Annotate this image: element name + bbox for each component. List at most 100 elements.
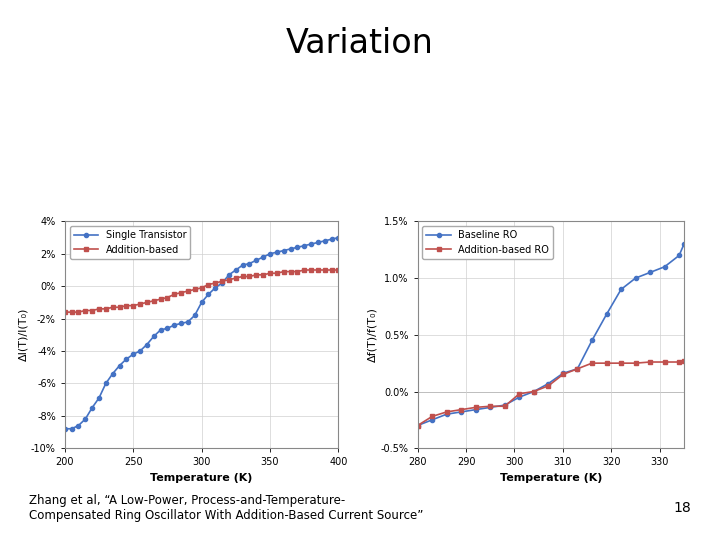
Baseline RO <box>588 337 596 344</box>
Addition-based <box>245 273 254 280</box>
Addition-based <box>211 280 220 286</box>
Single Transistor <box>293 244 302 251</box>
Addition-based RO <box>500 403 509 409</box>
Addition-based RO <box>660 359 669 365</box>
Single Transistor <box>150 333 158 340</box>
Addition-based <box>136 301 145 307</box>
Y-axis label: ΔI(T)/I(T₀): ΔI(T)/I(T₀) <box>18 308 28 361</box>
Addition-based RO <box>559 372 567 378</box>
Addition-based <box>170 291 179 298</box>
Addition-based <box>217 278 226 285</box>
Line: Single Transistor: Single Transistor <box>63 235 341 431</box>
Addition-based RO <box>680 357 688 364</box>
Addition-based RO <box>472 404 480 410</box>
Single Transistor <box>163 325 172 332</box>
Single Transistor <box>60 426 69 432</box>
Single Transistor <box>115 362 124 369</box>
Addition-based RO <box>529 388 538 395</box>
Addition-based <box>334 267 343 273</box>
Addition-based <box>327 267 336 273</box>
Text: Variation: Variation <box>286 27 434 60</box>
Addition-based <box>293 268 302 275</box>
X-axis label: Temperature (K): Temperature (K) <box>500 473 602 483</box>
Text: 18: 18 <box>673 501 691 515</box>
Single Transistor <box>177 320 186 327</box>
Single Transistor <box>68 426 76 432</box>
Addition-based <box>259 272 268 278</box>
Single Transistor <box>190 312 199 319</box>
Single Transistor <box>314 239 323 246</box>
Baseline RO <box>500 402 509 408</box>
Addition-based <box>163 294 172 301</box>
Baseline RO <box>602 311 611 318</box>
Addition-based <box>122 302 131 309</box>
Addition-based <box>177 289 186 296</box>
X-axis label: Temperature (K): Temperature (K) <box>150 473 253 483</box>
Baseline RO <box>472 407 480 413</box>
Baseline RO <box>646 269 654 275</box>
Single Transistor <box>129 351 138 357</box>
Addition-based RO <box>602 360 611 366</box>
Line: Baseline RO: Baseline RO <box>415 242 686 428</box>
Baseline RO <box>457 409 466 415</box>
Single Transistor <box>170 322 179 328</box>
Addition-based <box>88 307 96 314</box>
Addition-based RO <box>646 359 654 365</box>
Single Transistor <box>102 380 110 387</box>
Single Transistor <box>109 370 117 377</box>
Baseline RO <box>515 394 523 401</box>
Line: Addition-based: Addition-based <box>63 268 341 314</box>
Single Transistor <box>143 341 151 348</box>
Single Transistor <box>300 242 309 249</box>
Addition-based <box>204 281 213 288</box>
Addition-based RO <box>457 407 466 413</box>
Baseline RO <box>680 241 688 247</box>
Addition-based <box>129 302 138 309</box>
Baseline RO <box>442 411 451 417</box>
Addition-based <box>279 268 288 275</box>
Single Transistor <box>327 236 336 242</box>
Addition-based <box>314 267 323 273</box>
Addition-based <box>266 270 274 276</box>
Addition-based <box>252 272 261 278</box>
Baseline RO <box>413 422 422 429</box>
Single Transistor <box>252 257 261 264</box>
Addition-based <box>68 309 76 315</box>
Addition-based RO <box>413 422 422 429</box>
Single Transistor <box>156 327 165 333</box>
Addition-based <box>320 267 329 273</box>
Baseline RO <box>660 264 669 270</box>
Addition-based RO <box>515 390 523 397</box>
Single Transistor <box>197 299 206 306</box>
Text: Zhang et al, “A Low-Power, Process-and-Temperature-
Compensated Ring Oscillator : Zhang et al, “A Low-Power, Process-and-T… <box>29 494 423 522</box>
Legend: Baseline RO, Addition-based RO: Baseline RO, Addition-based RO <box>423 226 553 259</box>
Addition-based RO <box>442 409 451 415</box>
Addition-based RO <box>544 382 553 389</box>
Legend: Single Transistor, Addition-based: Single Transistor, Addition-based <box>70 226 190 259</box>
Addition-based <box>232 275 240 281</box>
Addition-based RO <box>675 359 683 365</box>
Addition-based <box>300 267 309 273</box>
Addition-based <box>190 286 199 293</box>
Addition-based RO <box>631 360 640 366</box>
Baseline RO <box>617 286 626 293</box>
Addition-based <box>238 273 247 280</box>
Single Transistor <box>184 319 192 325</box>
Addition-based <box>109 304 117 310</box>
Single Transistor <box>81 416 89 422</box>
Addition-based <box>60 309 69 315</box>
Baseline RO <box>428 417 436 423</box>
Addition-based <box>197 285 206 291</box>
Baseline RO <box>573 366 582 372</box>
Single Transistor <box>307 241 315 247</box>
Baseline RO <box>529 388 538 395</box>
Single Transistor <box>273 249 282 255</box>
Single Transistor <box>95 395 104 401</box>
Single Transistor <box>266 251 274 257</box>
Single Transistor <box>259 254 268 260</box>
Y-axis label: Δf(T)/f(T₀): Δf(T)/f(T₀) <box>368 307 378 362</box>
Addition-based <box>286 268 295 275</box>
Baseline RO <box>559 370 567 376</box>
Single Transistor <box>286 246 295 252</box>
Addition-based <box>95 306 104 312</box>
